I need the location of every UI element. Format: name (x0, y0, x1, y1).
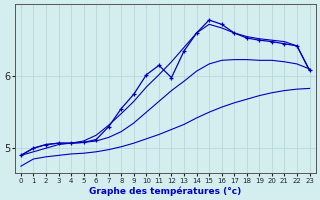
X-axis label: Graphe des températures (°c): Graphe des températures (°c) (89, 186, 241, 196)
